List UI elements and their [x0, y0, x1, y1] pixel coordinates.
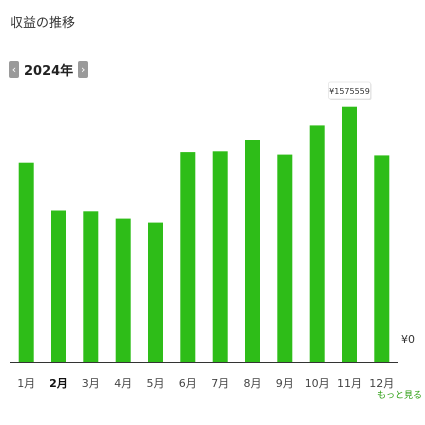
year-label: 2024年 [24, 64, 74, 79]
y-zero-label: ¥0 [401, 333, 415, 346]
x-tick-label-5[interactable]: 5月 [147, 377, 165, 390]
bar-2[interactable] [51, 210, 66, 363]
chevron-left-icon: ‹ [11, 63, 17, 76]
bar-11[interactable] [342, 106, 357, 362]
x-tick-label-6[interactable]: 6月 [179, 377, 197, 390]
bar-12[interactable] [374, 155, 390, 362]
year-selector: ‹ 2024年 › [9, 60, 89, 79]
bar-10[interactable] [309, 125, 325, 363]
see-more-link[interactable]: もっと見る › [377, 391, 425, 401]
x-tick-label-3[interactable]: 3月 [82, 377, 100, 390]
bar-8[interactable] [245, 140, 260, 362]
next-year-button[interactable]: › [78, 61, 89, 78]
x-tick-label-10[interactable]: 10月 [305, 377, 330, 390]
tooltip-value-label: ¥1575559 [329, 87, 370, 96]
page-title: 収益の推移 [10, 16, 76, 31]
x-tick-label-2[interactable]: 2月 [49, 377, 68, 390]
bar-7[interactable] [212, 151, 228, 362]
x-tick-label-11[interactable]: 11月 [337, 377, 362, 390]
x-tick-label-7[interactable]: 7月 [211, 377, 229, 390]
bar-4[interactable] [115, 218, 131, 362]
x-tick-label-12[interactable]: 12月 [369, 377, 394, 390]
bar-1[interactable] [18, 162, 34, 362]
value-tooltip: ¥1575559 [328, 81, 372, 100]
x-tick-label-8[interactable]: 8月 [244, 377, 262, 390]
bar-5[interactable] [148, 222, 163, 362]
bar-3[interactable] [83, 211, 99, 362]
x-tick-label-9[interactable]: 9月 [276, 377, 294, 390]
chevron-right-icon: › [80, 63, 86, 76]
prev-year-button[interactable]: ‹ [9, 61, 19, 78]
x-tick-label-1[interactable]: 1月 [17, 377, 35, 390]
bar-6[interactable] [180, 152, 196, 362]
bar-9[interactable] [277, 154, 293, 362]
x-tick-label-4[interactable]: 4月 [114, 377, 132, 390]
